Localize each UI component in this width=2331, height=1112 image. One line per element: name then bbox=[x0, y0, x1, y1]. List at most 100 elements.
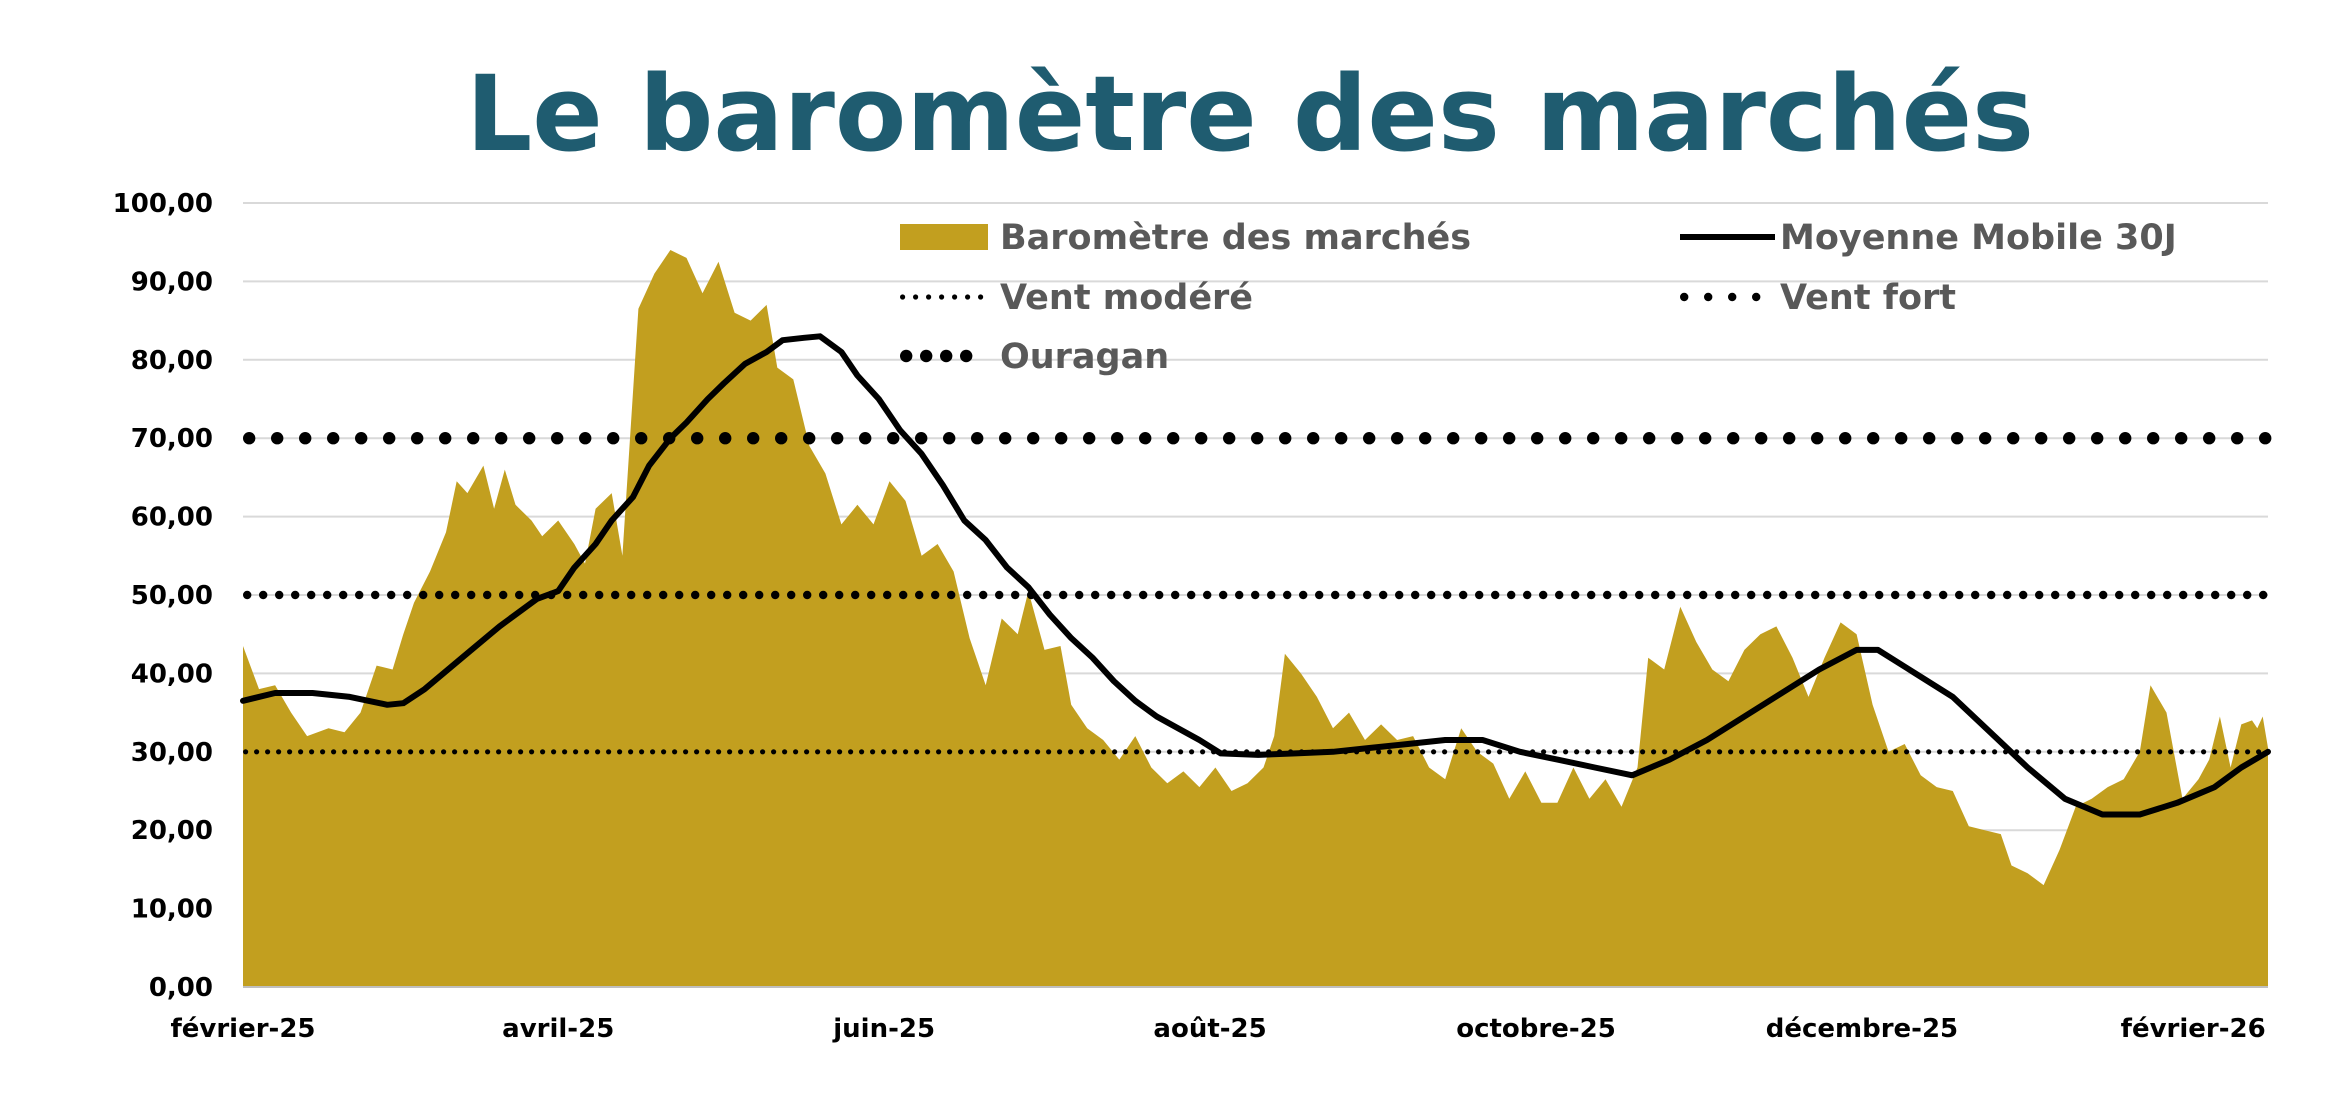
y-tick-label: 30,00 bbox=[131, 738, 213, 768]
threshold-dot bbox=[2102, 749, 2108, 755]
threshold-dot bbox=[723, 590, 732, 600]
threshold-dot bbox=[1101, 749, 1107, 755]
threshold-dot bbox=[1915, 749, 1921, 755]
threshold-dot bbox=[430, 749, 436, 755]
threshold-dot bbox=[287, 749, 293, 755]
threshold-dot bbox=[518, 749, 524, 755]
threshold-dot bbox=[672, 749, 678, 755]
threshold-dot bbox=[397, 749, 403, 755]
legend-label: Vent fort bbox=[1780, 278, 1956, 318]
threshold-dot bbox=[1223, 432, 1236, 445]
threshold-dot bbox=[815, 749, 821, 755]
threshold-dot bbox=[1907, 590, 1916, 600]
threshold-dot bbox=[611, 590, 620, 600]
threshold-dot bbox=[1112, 749, 1118, 755]
threshold-dot bbox=[1167, 749, 1173, 755]
threshold-dot bbox=[837, 749, 843, 755]
threshold-dot bbox=[1002, 749, 1008, 755]
threshold-dot bbox=[579, 432, 592, 445]
threshold-dot bbox=[2195, 590, 2204, 600]
threshold-dot bbox=[271, 432, 284, 445]
threshold-dot bbox=[2201, 749, 2207, 755]
threshold-dot bbox=[507, 749, 513, 755]
threshold-dot bbox=[1331, 590, 1340, 600]
threshold-dot bbox=[1431, 749, 1437, 755]
threshold-dot bbox=[1411, 590, 1420, 600]
threshold-dot bbox=[1171, 590, 1180, 600]
threshold-dot bbox=[1893, 749, 1899, 755]
threshold-dot bbox=[1552, 749, 1558, 755]
legend-label: Baromètre des marchés bbox=[1000, 218, 1471, 258]
threshold-dot bbox=[451, 590, 460, 600]
threshold-dot bbox=[1683, 590, 1692, 600]
threshold-dot bbox=[716, 749, 722, 755]
threshold-dot bbox=[831, 432, 844, 445]
threshold-dot bbox=[1420, 749, 1426, 755]
threshold-dot bbox=[980, 749, 986, 755]
threshold-dot bbox=[1475, 749, 1481, 755]
threshold-dot bbox=[1574, 749, 1580, 755]
threshold-dot bbox=[1926, 749, 1932, 755]
threshold-dot bbox=[1363, 590, 1372, 600]
threshold-dot bbox=[1795, 590, 1804, 600]
threshold-dot bbox=[607, 432, 620, 445]
legend-swatch-dot bbox=[965, 294, 971, 300]
legend-item: Moyenne Mobile 30J bbox=[1680, 218, 2177, 258]
threshold-dot bbox=[342, 749, 348, 755]
threshold-dot bbox=[803, 590, 812, 600]
threshold-dot bbox=[1283, 590, 1292, 600]
threshold-dot bbox=[947, 590, 956, 600]
threshold-dot bbox=[595, 590, 604, 600]
threshold-dot bbox=[2124, 749, 2130, 755]
threshold-dot bbox=[963, 590, 972, 600]
threshold-dot bbox=[1057, 749, 1063, 755]
threshold-dot bbox=[320, 749, 326, 755]
threshold-dot bbox=[867, 590, 876, 600]
y-tick-label: 20,00 bbox=[131, 816, 213, 846]
threshold-dot bbox=[1475, 432, 1488, 445]
threshold-dot bbox=[265, 749, 271, 755]
threshold-dot bbox=[958, 749, 964, 755]
y-tick-label: 100,00 bbox=[113, 189, 213, 219]
threshold-dot bbox=[1347, 590, 1356, 600]
threshold-dot bbox=[793, 749, 799, 755]
legend-item: Ouragan bbox=[900, 337, 1169, 377]
threshold-dot bbox=[1139, 590, 1148, 600]
threshold-dot bbox=[1603, 590, 1612, 600]
threshold-dot bbox=[969, 749, 975, 755]
threshold-dot bbox=[999, 432, 1012, 445]
threshold-dot bbox=[848, 749, 854, 755]
threshold-dot bbox=[1043, 590, 1052, 600]
threshold-dot bbox=[595, 749, 601, 755]
threshold-dot bbox=[1761, 749, 1767, 755]
threshold-dot bbox=[2083, 590, 2092, 600]
threshold-dot bbox=[1794, 749, 1800, 755]
threshold-dot bbox=[1409, 749, 1415, 755]
threshold-dot bbox=[1503, 432, 1516, 445]
y-tick-label: 0,00 bbox=[149, 973, 213, 1003]
threshold-dot bbox=[943, 432, 956, 445]
threshold-dot bbox=[307, 590, 316, 600]
threshold-dot bbox=[738, 749, 744, 755]
threshold-dot bbox=[1363, 432, 1376, 445]
legend-swatch-dot bbox=[960, 349, 973, 363]
legend: Baromètre des marchés Moyenne Mobile 30J V… bbox=[900, 218, 2177, 377]
threshold-dot bbox=[899, 590, 908, 600]
threshold-dot bbox=[1948, 749, 1954, 755]
threshold-dot bbox=[1507, 590, 1516, 600]
threshold-dot bbox=[1013, 749, 1019, 755]
threshold-dot bbox=[835, 590, 844, 600]
threshold-dot bbox=[1838, 749, 1844, 755]
legend-item: Vent fort bbox=[1680, 278, 1956, 318]
threshold-dot bbox=[1195, 432, 1208, 445]
threshold-dot bbox=[2168, 749, 2174, 755]
threshold-dot bbox=[1923, 432, 1936, 445]
legend-swatch-dot bbox=[1680, 292, 1689, 302]
threshold-dot bbox=[1235, 590, 1244, 600]
threshold-dot bbox=[1755, 432, 1768, 445]
threshold-dot bbox=[1827, 749, 1833, 755]
threshold-dot bbox=[870, 749, 876, 755]
threshold-dot bbox=[1391, 432, 1404, 445]
threshold-dot bbox=[1200, 749, 1206, 755]
threshold-dot bbox=[275, 590, 284, 600]
